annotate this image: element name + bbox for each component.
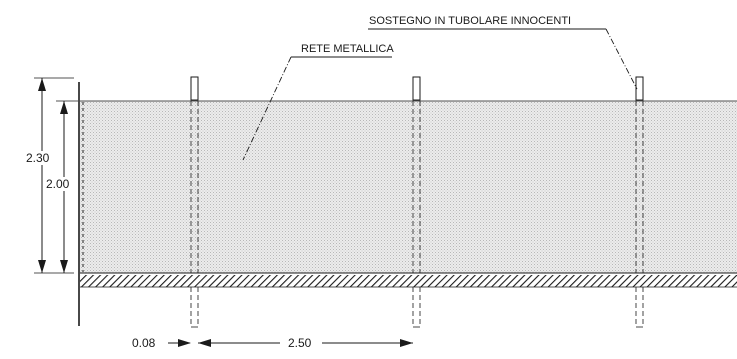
- support-callout-leader: [605, 28, 638, 90]
- post-1-head: [190, 76, 199, 101]
- support-post-1: [190, 76, 199, 328]
- dim-total-height-text: 2.30: [26, 151, 50, 165]
- dim-mesh-height-arrow-bottom: [60, 260, 68, 273]
- dim-post-width-arrow: [178, 339, 191, 347]
- dim-mesh-height-text: 2.00: [46, 177, 70, 191]
- mesh-callout: RETE METALLICA: [242, 43, 394, 161]
- dim-post-width-text: 0.08: [132, 336, 156, 350]
- dim-total-height-arrow-bottom: [38, 260, 46, 273]
- post-2-head: [412, 76, 421, 101]
- dimension-mesh-height: 2.00: [45, 100, 78, 273]
- support-callout-text: SOSTEGNO IN TUBOLARE INNOCENTI: [369, 15, 571, 27]
- mesh-panel: [80, 101, 737, 273]
- support-callout: SOSTEGNO IN TUBOLARE INNOCENTI: [368, 15, 638, 90]
- mesh-callout-text: RETE METALLICA: [301, 43, 394, 55]
- ground-hatch: [80, 275, 737, 287]
- mesh-callout-leader: [242, 56, 292, 161]
- dim-post-spacing-text: 2.50: [288, 336, 312, 350]
- support-post-2: [412, 76, 421, 328]
- dim-total-height-arrow-top: [38, 78, 46, 91]
- dimension-post-width: 0.08: [132, 336, 191, 350]
- dimension-total-height: 2.30: [25, 77, 74, 274]
- dim-post-spacing-arrow-right: [400, 339, 413, 347]
- dimension-post-spacing: 2.50: [198, 336, 413, 350]
- dim-mesh-height-arrow-top: [60, 101, 68, 114]
- dim-post-spacing-arrow-left: [198, 339, 211, 347]
- support-post-3: [635, 76, 644, 328]
- post-3-head: [635, 76, 644, 101]
